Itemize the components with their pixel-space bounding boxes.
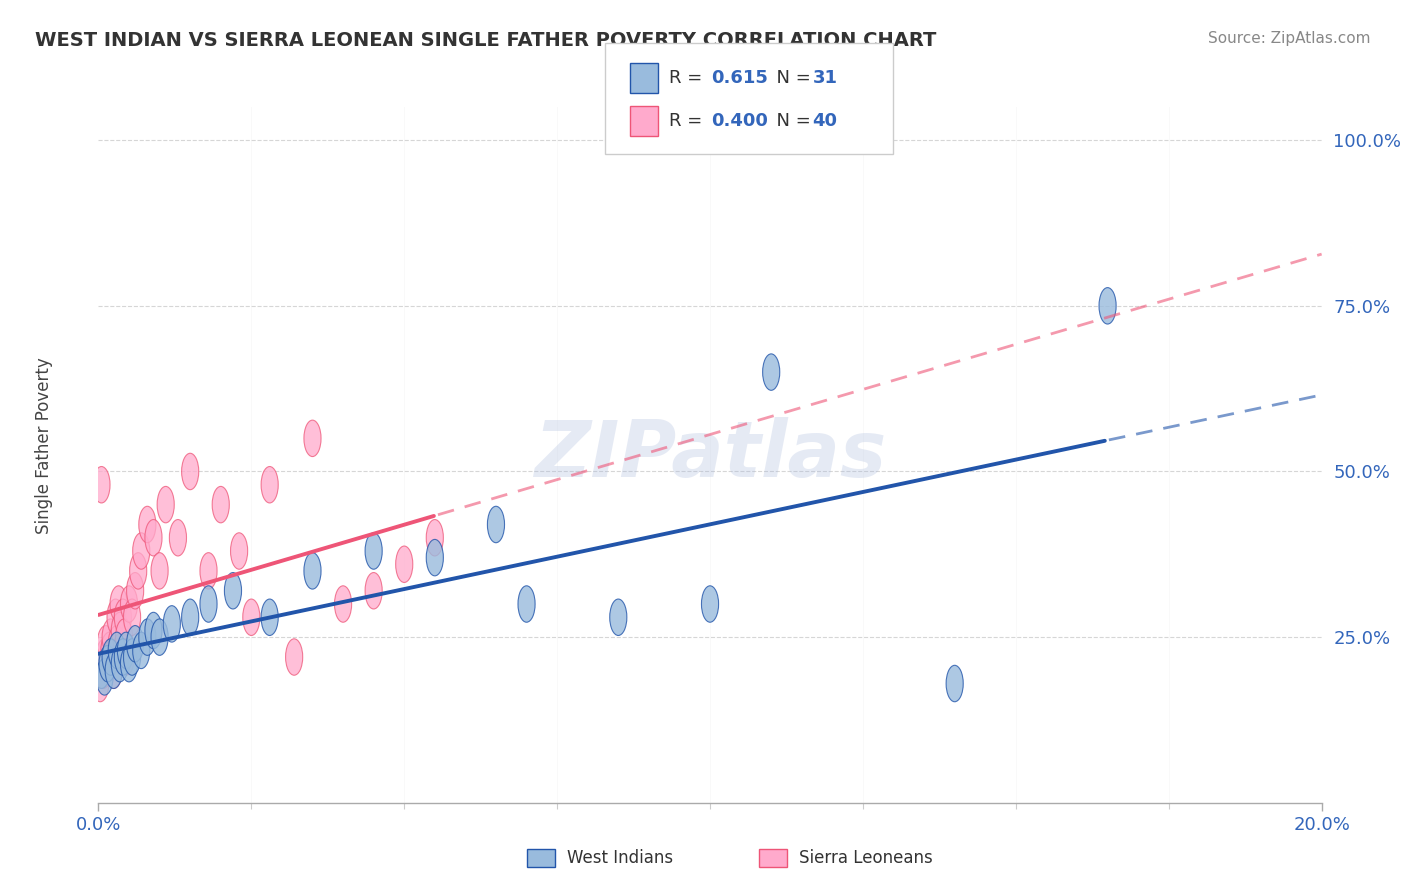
Ellipse shape	[426, 519, 443, 556]
Ellipse shape	[395, 546, 413, 582]
Ellipse shape	[103, 619, 120, 656]
Ellipse shape	[115, 619, 132, 656]
Text: R =: R =	[669, 112, 709, 130]
Ellipse shape	[114, 599, 131, 635]
Ellipse shape	[145, 612, 162, 648]
Text: 0.615: 0.615	[711, 69, 768, 87]
Ellipse shape	[111, 612, 128, 648]
Text: Single Father Poverty: Single Father Poverty	[35, 358, 53, 534]
Ellipse shape	[262, 467, 278, 503]
Ellipse shape	[150, 619, 169, 656]
Ellipse shape	[231, 533, 247, 569]
Ellipse shape	[94, 652, 112, 689]
Ellipse shape	[181, 599, 198, 635]
Ellipse shape	[105, 652, 122, 689]
Ellipse shape	[103, 639, 121, 675]
Ellipse shape	[163, 606, 180, 642]
Text: 0.400: 0.400	[711, 112, 768, 130]
Ellipse shape	[101, 632, 118, 669]
Text: 31: 31	[813, 69, 838, 87]
Ellipse shape	[93, 652, 110, 689]
Ellipse shape	[200, 553, 217, 589]
Ellipse shape	[139, 619, 156, 656]
Ellipse shape	[225, 573, 242, 609]
Ellipse shape	[181, 453, 198, 490]
Ellipse shape	[488, 507, 505, 542]
Ellipse shape	[132, 533, 150, 569]
Ellipse shape	[1099, 287, 1116, 324]
Ellipse shape	[157, 486, 174, 523]
Ellipse shape	[124, 599, 141, 635]
Ellipse shape	[366, 533, 382, 569]
Ellipse shape	[212, 486, 229, 523]
Text: 40: 40	[813, 112, 838, 130]
Ellipse shape	[112, 632, 131, 669]
Text: Sierra Leoneans: Sierra Leoneans	[799, 849, 932, 867]
Ellipse shape	[129, 553, 146, 589]
Ellipse shape	[335, 586, 352, 623]
Text: Source: ZipAtlas.com: Source: ZipAtlas.com	[1208, 31, 1371, 46]
Ellipse shape	[124, 639, 141, 675]
Text: WEST INDIAN VS SIERRA LEONEAN SINGLE FATHER POVERTY CORRELATION CHART: WEST INDIAN VS SIERRA LEONEAN SINGLE FAT…	[35, 31, 936, 50]
Ellipse shape	[127, 625, 143, 662]
Ellipse shape	[426, 540, 443, 576]
Text: N =: N =	[765, 112, 817, 130]
Text: ZIPatlas: ZIPatlas	[534, 417, 886, 493]
Ellipse shape	[110, 586, 127, 623]
Text: N =: N =	[765, 69, 817, 87]
Ellipse shape	[304, 420, 321, 457]
Ellipse shape	[762, 354, 780, 391]
Ellipse shape	[96, 639, 112, 675]
Ellipse shape	[114, 639, 131, 675]
Ellipse shape	[262, 599, 278, 635]
Ellipse shape	[97, 625, 114, 662]
Ellipse shape	[200, 586, 217, 623]
Ellipse shape	[121, 646, 138, 681]
Ellipse shape	[145, 519, 162, 556]
Ellipse shape	[98, 646, 117, 681]
Ellipse shape	[117, 639, 135, 675]
Ellipse shape	[108, 625, 125, 662]
Ellipse shape	[98, 646, 117, 681]
Ellipse shape	[517, 586, 536, 623]
Ellipse shape	[702, 586, 718, 623]
Ellipse shape	[96, 658, 112, 695]
Ellipse shape	[107, 599, 124, 635]
Ellipse shape	[103, 639, 120, 675]
Ellipse shape	[91, 665, 108, 702]
Ellipse shape	[111, 646, 128, 681]
Ellipse shape	[150, 553, 169, 589]
Ellipse shape	[127, 573, 143, 609]
Ellipse shape	[243, 599, 260, 635]
Ellipse shape	[121, 586, 138, 623]
Ellipse shape	[610, 599, 627, 635]
Ellipse shape	[105, 652, 122, 689]
Ellipse shape	[132, 632, 150, 669]
Ellipse shape	[285, 639, 302, 675]
Ellipse shape	[108, 632, 125, 669]
Ellipse shape	[946, 665, 963, 702]
Text: West Indians: West Indians	[567, 849, 672, 867]
Ellipse shape	[139, 507, 156, 542]
Ellipse shape	[366, 573, 382, 609]
Ellipse shape	[304, 553, 321, 589]
Ellipse shape	[93, 467, 110, 503]
Text: R =: R =	[669, 69, 709, 87]
Ellipse shape	[117, 632, 135, 669]
Ellipse shape	[169, 519, 187, 556]
